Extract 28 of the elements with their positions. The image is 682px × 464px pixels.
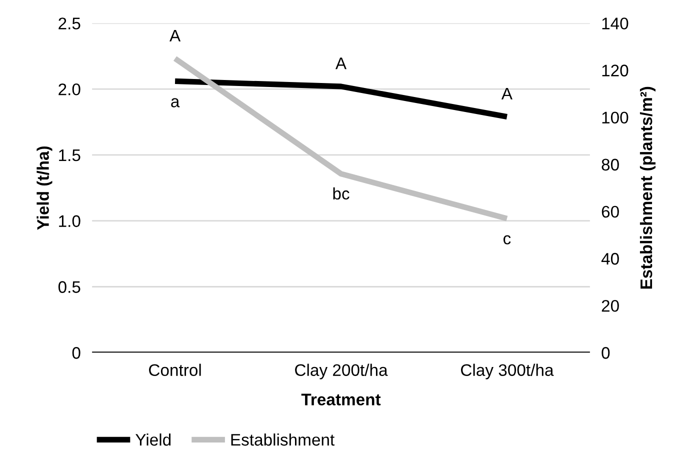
y2-axis-title: Establishment (plants/m²)	[640, 86, 656, 289]
y-tick-label: 0.5	[58, 281, 80, 293]
x-tick-label: Clay 300t/ha	[461, 364, 554, 380]
x-tick-label: Control	[149, 364, 201, 376]
annotation: a	[171, 98, 180, 108]
x-tick-label: Clay 200t/ha	[295, 364, 388, 380]
y2-tick-label: 100	[602, 112, 628, 124]
y-tick-label: 2.0	[58, 83, 80, 96]
legend-label: Yield	[136, 433, 171, 446]
y-tick-label: 1.0	[59, 215, 80, 228]
y-tick-label: 1.5	[59, 150, 80, 162]
y2-tick-label: 120	[602, 64, 628, 76]
y2-tick-label: 140	[602, 18, 628, 30]
y-tick-label: 2.5	[58, 18, 80, 30]
y2-tick-label: 60	[602, 206, 619, 218]
annotation: A	[501, 88, 512, 100]
y-tick-label: 0	[72, 347, 80, 359]
legend-label: Establishment	[231, 433, 334, 446]
annotation: c	[503, 235, 511, 244]
annotation: A	[335, 58, 347, 70]
x-axis-title: Treatment	[301, 394, 381, 406]
y2-tick-label: 80	[602, 158, 619, 171]
y-axis-title: Yield (t/ha)	[36, 146, 52, 230]
annotation: bc	[333, 187, 350, 200]
annotation: A	[170, 30, 181, 42]
y2-tick-label: 40	[601, 252, 619, 265]
y2-tick-label: 0	[602, 347, 610, 359]
y2-tick-label: 20	[602, 300, 619, 312]
